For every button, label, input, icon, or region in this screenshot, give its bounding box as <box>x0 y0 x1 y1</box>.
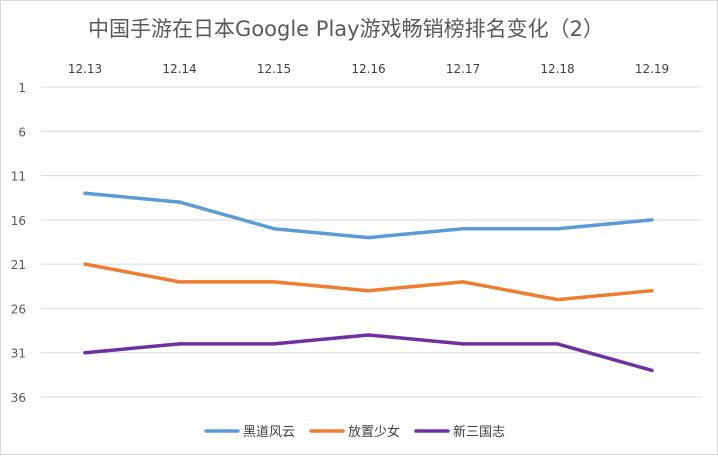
data-point <box>178 280 181 284</box>
x-tick-label: 12.18 <box>540 62 574 76</box>
data-point <box>272 342 276 346</box>
y-tick-label: 36 <box>11 391 26 405</box>
series-line-2 <box>83 262 654 302</box>
data-point <box>367 333 370 337</box>
y-tick-label: 11 <box>11 170 26 184</box>
data-point <box>556 342 559 346</box>
y-tick-label: 1 <box>18 81 26 95</box>
x-tick-label: 12.15 <box>257 62 291 76</box>
legend-label: 放置少女 <box>348 424 400 440</box>
data-point <box>556 298 559 302</box>
data-point <box>272 227 276 231</box>
data-point <box>272 280 276 284</box>
data-point <box>83 262 87 266</box>
x-tick-label: 12.14 <box>162 62 196 76</box>
x-tick-label: 12.17 <box>446 62 480 76</box>
y-tick-label: 21 <box>11 258 26 272</box>
y-tick-label: 6 <box>18 125 26 139</box>
x-tick-label: 12.13 <box>68 62 102 76</box>
chart-title: 中国手游在日本Google Play游戏畅销榜排名变化（2） <box>88 17 604 41</box>
x-axis-ticks: 12.13 12.14 12.15 12.16 12.17 12.18 12.19 <box>68 62 669 76</box>
data-point <box>650 289 654 293</box>
legend-label: 新三国志 <box>453 424 505 440</box>
data-point <box>461 227 465 231</box>
data-point <box>367 236 370 240</box>
data-point <box>461 342 465 346</box>
data-point <box>178 200 181 204</box>
gridlines <box>41 86 701 398</box>
data-point <box>650 368 654 372</box>
y-tick-label: 26 <box>11 302 26 316</box>
data-point <box>83 191 87 195</box>
data-point <box>367 289 370 293</box>
x-tick-label: 12.16 <box>351 62 385 76</box>
x-tick-label: 12.19 <box>635 62 669 76</box>
series-line-1 <box>83 191 654 240</box>
legend: 黑道风云 放置少女 新三国志 <box>204 424 505 440</box>
data-point <box>556 227 559 231</box>
series-lines <box>83 191 654 373</box>
data-point <box>83 351 87 355</box>
y-tick-label: 31 <box>11 347 26 361</box>
y-tick-label: 16 <box>11 214 26 228</box>
data-point <box>461 280 465 284</box>
data-point <box>650 218 654 222</box>
data-point <box>178 342 181 346</box>
legend-label: 黑道风云 <box>243 425 295 440</box>
